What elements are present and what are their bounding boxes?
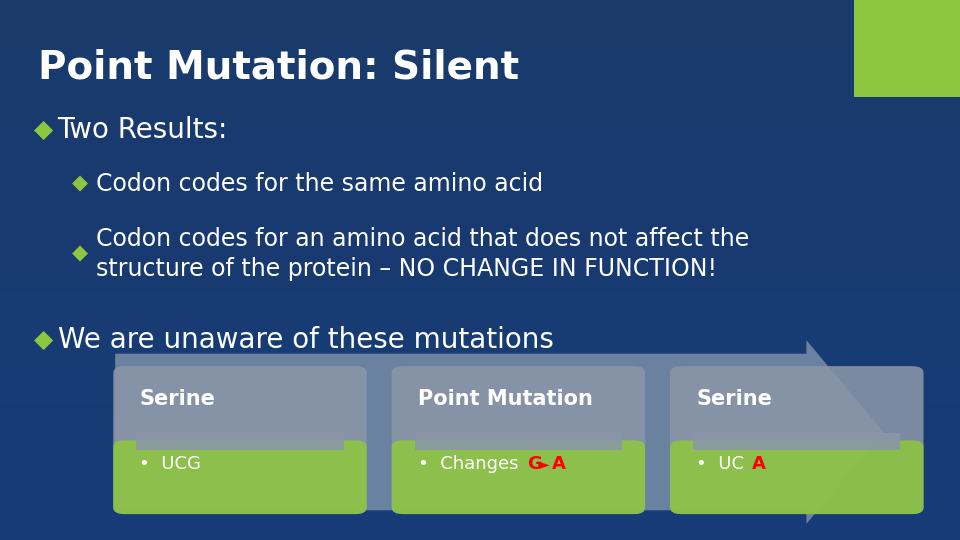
Text: ◆: ◆ [34,118,53,141]
Bar [415,433,622,449]
FancyBboxPatch shape [392,441,645,514]
Text: G: G [527,455,541,474]
FancyBboxPatch shape [392,366,645,514]
Text: Codon codes for an amino acid that does not affect the
structure of the protein : Codon codes for an amino acid that does … [96,227,749,281]
FancyBboxPatch shape [670,366,924,514]
Text: Two Results:: Two Results: [58,116,228,144]
Text: Point Mutation: Point Mutation [418,389,592,409]
Bar [693,433,900,449]
Text: ◆: ◆ [72,244,88,264]
Text: ◆: ◆ [34,328,53,352]
Text: Point Mutation: Silent: Point Mutation: Silent [38,49,519,86]
FancyBboxPatch shape [113,441,367,514]
Text: ◆: ◆ [72,173,88,194]
Polygon shape [115,340,883,524]
Text: Serine: Serine [696,389,772,409]
Bar [136,433,344,449]
Text: •  UC: • UC [696,455,744,474]
Text: Codon codes for the same amino acid: Codon codes for the same amino acid [96,172,543,195]
Text: A: A [552,455,565,474]
Text: ►: ► [539,457,549,471]
FancyBboxPatch shape [113,366,367,514]
Text: Serine: Serine [139,389,215,409]
Text: We are unaware of these mutations: We are unaware of these mutations [58,326,554,354]
Bar [854,0,960,97]
Text: •  Changes: • Changes [418,455,524,474]
FancyBboxPatch shape [670,441,924,514]
Text: A: A [752,455,765,474]
Text: •  UCG: • UCG [139,455,201,474]
